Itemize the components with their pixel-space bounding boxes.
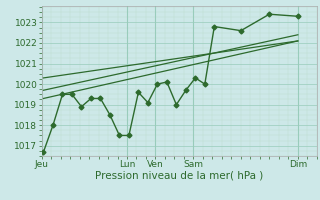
X-axis label: Pression niveau de la mer( hPa ): Pression niveau de la mer( hPa ) xyxy=(95,171,263,181)
